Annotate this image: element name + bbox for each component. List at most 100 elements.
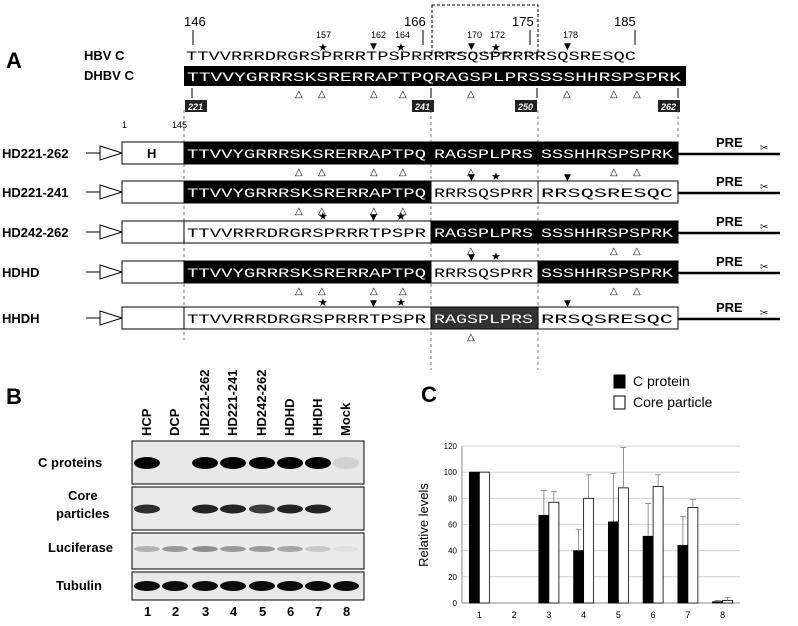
triangle-up-icon: △ [370, 286, 378, 297]
row-label-luciferase: Luciferase [48, 540, 113, 555]
row-label-c-proteins: C proteins [38, 455, 102, 470]
bar-core-particle [548, 501, 560, 604]
x-tick-label: 7 [685, 610, 690, 620]
boundary-tags: 221 241 250 262 [185, 88, 680, 112]
position-arrows [192, 30, 636, 45]
top-markers: ★ ★ ★ ▼ ▼ ▼ [318, 41, 571, 54]
site-164: 164 [395, 30, 410, 40]
dhbv-label: DHBV C [84, 68, 134, 83]
y-tick-label: 120 [444, 442, 458, 451]
blot-band [249, 581, 275, 591]
site-162: 162 [371, 30, 386, 40]
y-tick-label: 40 [448, 547, 457, 556]
pre-label: PRE [716, 300, 743, 315]
triangle-down-icon: ▼ [564, 42, 571, 52]
scissors-icon: ✂ [760, 262, 768, 273]
segment-sequence: RAGSPLPRS [434, 226, 533, 241]
svg-text:△: △ [563, 89, 571, 100]
segment-sequence: TTVVRRRDRGRSPRRRTPSPR [187, 226, 426, 241]
construct-name: HD242-262 [2, 225, 69, 240]
svg-text:△: △ [295, 89, 303, 100]
pos-175: 175 [512, 14, 534, 29]
bar-core-particle [583, 497, 595, 604]
blot-band [249, 546, 275, 552]
scale-145: 145 [172, 120, 187, 130]
star-icon: ★ [396, 41, 406, 54]
dhbv-triangles: △ △ △ △ △ △ △ △ [295, 89, 641, 100]
blot-panels [131, 440, 365, 601]
pre-label: PRE [716, 135, 743, 150]
triangle-up-icon: △ [467, 246, 475, 257]
triangle-up-icon: △ [370, 206, 378, 217]
star-icon: ★ [318, 41, 328, 54]
blot-band [134, 504, 160, 514]
segment-sequence: RAGSPLPRS [434, 147, 533, 162]
lane-number: 3 [202, 604, 209, 619]
segment-sequence: TTVVYGRRRSKSRERRAPTPQ [187, 147, 426, 162]
triangle-up-icon: △ [318, 167, 326, 178]
x-tick-label: 1 [477, 610, 482, 620]
star-icon: ★ [396, 210, 406, 223]
y-tick-label: 80 [448, 494, 457, 503]
segment-sequence: SSSHHRSPSPRK [541, 147, 673, 162]
triangle-down-icon: ▼ [468, 42, 475, 52]
bar-c-protein [573, 550, 585, 604]
construct-row: HD221-262 H TTVVYGRRRSKSRERRAPTPQ RAGSPLPRS… [2, 135, 780, 178]
blot-band [277, 457, 303, 469]
construct-row: HD221-241 TTVVYGRRRSKSRERRAPTPQ RRRSQSPRR R… [2, 170, 780, 217]
lane-number: 2 [172, 604, 179, 619]
blot-band [192, 546, 218, 552]
triangle-up-icon: △ [399, 286, 407, 297]
blot-band [220, 504, 246, 514]
triangle-down-icon: ▼ [468, 253, 475, 263]
x-tick-label: 5 [616, 610, 621, 620]
blot-band [192, 457, 218, 469]
bar-c-protein [468, 471, 480, 604]
h-label: H [147, 146, 156, 161]
y-tick-label: 20 [448, 573, 457, 582]
svg-text:△: △ [370, 89, 378, 100]
triangle-up-icon: △ [370, 167, 378, 178]
construct-name: HD221-262 [2, 146, 69, 161]
blot-band [162, 581, 188, 591]
blot-band [277, 504, 303, 514]
lane-label: HHDH [310, 398, 325, 436]
triangle-down-icon: ▼ [564, 299, 571, 309]
segment-sequence: RRSQSRESQC [541, 312, 673, 327]
scissors-icon: ✂ [760, 182, 768, 193]
lane-number: 8 [343, 604, 350, 619]
triangle-up-icon: △ [467, 167, 475, 178]
scissors-icon: ✂ [760, 143, 768, 154]
pos-185: 185 [614, 14, 636, 29]
blot-band [134, 581, 160, 591]
star-icon: ★ [491, 250, 501, 263]
star-icon: ★ [491, 41, 501, 54]
site-178: 178 [563, 30, 578, 40]
triangle-up-icon: △ [318, 206, 326, 217]
construct-name: HD221-241 [2, 185, 69, 200]
legend-label: Core particle [633, 394, 713, 410]
triangle-up-icon: △ [633, 167, 641, 178]
pre-label: PRE [716, 174, 743, 189]
triangle-up-icon: △ [467, 332, 475, 343]
lane-label: HCP [139, 408, 154, 436]
triangle-up-icon: △ [610, 167, 618, 178]
site-157: 157 [316, 30, 331, 40]
scale-1: 1 [122, 120, 127, 130]
construct-row: HDHD TTVVYGRRRSKSRERRAPTPQ RRRSQSPRR SSSHHR… [2, 250, 780, 297]
h-box [121, 260, 185, 284]
segment-sequence: SSSHHRSPSPRK [541, 266, 673, 281]
panel-a-letter: A [6, 48, 22, 73]
triangle-up-icon: △ [610, 246, 618, 257]
lane-label: Mock [338, 402, 353, 436]
legend-swatch [613, 374, 626, 389]
x-tick-label: 6 [651, 610, 656, 620]
lane-number: 1 [144, 604, 151, 619]
pre-label: PRE [716, 214, 743, 229]
lane-number: 7 [315, 604, 322, 619]
bar-core-particle [652, 486, 664, 604]
triangle-up-icon: △ [318, 286, 326, 297]
blot-band [305, 581, 331, 591]
svg-text:△: △ [633, 89, 641, 100]
